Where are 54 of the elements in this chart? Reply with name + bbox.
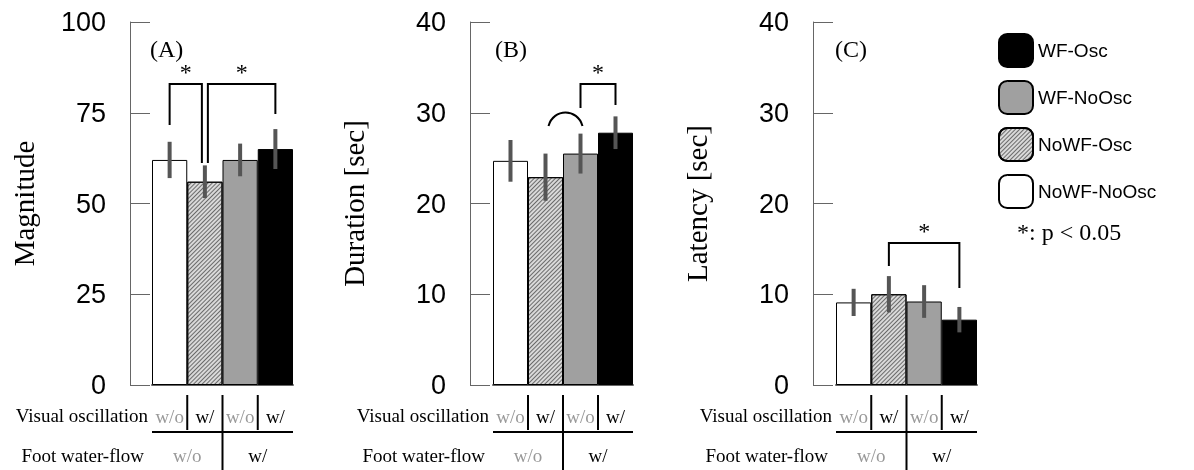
annotation: * — [592, 59, 604, 85]
y-tick-label: 0 — [90, 370, 106, 400]
y-tick-label: 20 — [415, 188, 446, 219]
y-tick-label: 0 — [773, 370, 789, 400]
x-tick-label: w/o — [225, 406, 255, 427]
text: *: p < 0.05 — [1017, 219, 1122, 245]
text: Foot water-flow — [705, 444, 829, 466]
x-tick-label: w/ — [536, 406, 556, 427]
annotation: * — [179, 59, 192, 85]
legend-label: NoWF-Osc — [1038, 134, 1132, 155]
text: w/o — [173, 444, 202, 466]
text: (B) — [495, 36, 527, 62]
y-tick-label: 100 — [60, 7, 106, 37]
y-tick-label: 25 — [75, 279, 106, 310]
annotation: * — [918, 218, 931, 244]
y-tick-label: 30 — [415, 97, 446, 128]
x-tick-label: w/ — [195, 406, 216, 427]
x-tick-label: w/ — [606, 406, 626, 427]
x-tick-label: w/o — [839, 406, 868, 427]
x-tick-label: w/o — [566, 406, 595, 427]
y-tick-label: 40 — [415, 7, 446, 37]
x-tick-label: w/ — [949, 406, 970, 427]
text: w/ — [248, 444, 268, 466]
text: Visual oscillation — [699, 404, 833, 426]
x-tick-label: w/ — [879, 406, 900, 427]
y-axis-title: Magnitude — [7, 140, 40, 267]
text: w/ — [588, 444, 609, 466]
y-tick-label: 10 — [415, 279, 446, 310]
text: (C) — [835, 36, 867, 62]
text: Foot water-flow — [21, 444, 145, 466]
legend-label: WF-NoOsc — [1038, 87, 1132, 108]
text: w/o — [857, 444, 886, 466]
x-tick-label: w/ — [265, 406, 286, 427]
text: Visual oscillation — [15, 404, 149, 426]
y-tick-label: 75 — [75, 97, 106, 128]
legend-label: WF-Osc — [1038, 40, 1108, 61]
legend-label: NoWF-NoOsc — [1038, 181, 1157, 202]
y-tick-label: 50 — [75, 188, 106, 219]
x-tick-label: w/o — [155, 406, 184, 427]
y-tick-label: 40 — [758, 7, 789, 37]
y-tick-label: 30 — [758, 97, 789, 128]
text: Visual oscillation — [356, 404, 490, 426]
y-axis-title: Duration [sec] — [337, 120, 370, 287]
annotation: * — [235, 59, 248, 85]
text: (A) — [150, 36, 184, 62]
y-axis-title: Latency [sec] — [680, 125, 713, 282]
text: w/o — [513, 444, 543, 466]
y-tick-label: 0 — [430, 370, 446, 400]
x-tick-label: w/o — [496, 406, 525, 427]
text: Foot water-flow — [362, 444, 486, 466]
y-tick-label: 20 — [758, 188, 789, 219]
text: w/ — [932, 444, 952, 466]
x-tick-label: w/o — [909, 406, 939, 427]
y-tick-label: 10 — [758, 279, 789, 310]
